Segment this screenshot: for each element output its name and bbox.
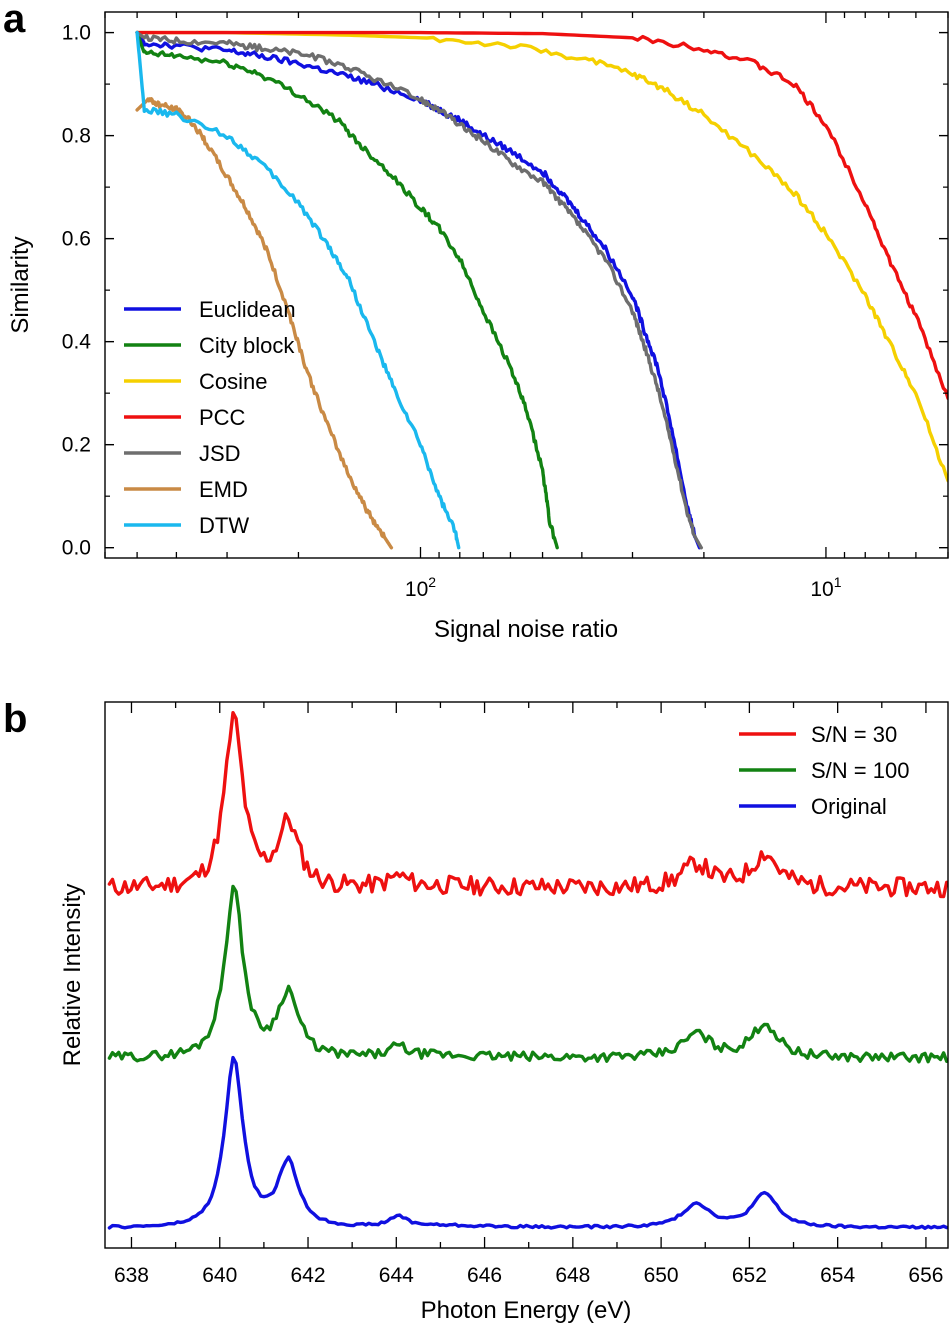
series-line-emd	[135, 97, 394, 550]
series-line-cosine	[135, 30, 948, 483]
x-tick-label: 642	[291, 1264, 326, 1287]
y-tick-label: 0.6	[62, 228, 91, 251]
legend-item-original: Original	[739, 794, 887, 819]
legend-label: JSD	[199, 441, 241, 466]
legend-item-dtw: DTW	[124, 513, 249, 538]
legend-item-cosine: Cosine	[124, 369, 267, 394]
x-tick-label: 101	[810, 574, 841, 601]
panel-b-legend: S/N = 30 S/N = 100 Original	[739, 722, 909, 819]
y-tick-label: 0.8	[62, 125, 91, 148]
x-tick-label-base: 10	[405, 578, 428, 601]
x-tick-label: 638	[114, 1264, 149, 1287]
legend-item-city-block: City block	[124, 333, 295, 358]
x-tick-label: 648	[555, 1264, 590, 1287]
y-tick-label: 0.0	[62, 537, 91, 560]
panel-b-y-axis-label: Relative Intensity	[59, 884, 86, 1067]
spectrum-line-s-n-30	[107, 711, 948, 899]
legend-label: DTW	[199, 513, 249, 538]
panel-b-x-axis-label: Photon Energy (eV)	[421, 1297, 632, 1324]
legend-label: Original	[811, 794, 887, 819]
x-tick-label: 102	[405, 574, 436, 601]
spectrum-line-original	[107, 1055, 948, 1230]
panel-a-x-axis-label: Signal noise ratio	[434, 616, 618, 643]
x-tick-label: 654	[820, 1264, 855, 1287]
legend-item-jsd: JSD	[124, 441, 241, 466]
x-tick-label: 640	[202, 1264, 237, 1287]
panel-a-label: a	[3, 0, 26, 41]
series-line-jsd	[135, 30, 703, 550]
series-line-euclidean	[135, 30, 702, 550]
legend-label: Cosine	[199, 369, 267, 394]
x-tick-label: 652	[732, 1264, 767, 1287]
x-tick-label-base: 10	[810, 578, 833, 601]
legend-label: EMD	[199, 477, 248, 502]
legend-label: Euclidean	[199, 297, 296, 322]
x-tick-label-exponent: 1	[834, 574, 842, 590]
x-tick-label: 644	[379, 1264, 414, 1287]
legend-item-emd: EMD	[124, 477, 248, 502]
y-tick-label: 0.4	[62, 331, 92, 354]
legend-item-euclidean: Euclidean	[124, 297, 296, 322]
series-line-pcc	[135, 30, 948, 400]
panel-a-legend: Euclidean City block Cosine PCC JSD EMD DTW	[124, 297, 296, 538]
legend-label: City block	[199, 333, 295, 358]
legend-label: S/N = 100	[811, 758, 909, 783]
x-tick-label-exponent: 2	[428, 574, 436, 590]
panel-b-plot-frame	[104, 701, 949, 1249]
series-line-dtw	[135, 30, 461, 550]
legend-item-s-n-30: S/N = 30	[739, 722, 897, 747]
legend-item-pcc: PCC	[124, 405, 246, 430]
panel-a-y-axis-label: Similarity	[7, 236, 34, 333]
panel-b-spectra-chart: 638 640 642 644 646 648 650 652 654 656 Photon En…	[59, 701, 949, 1324]
legend-item-s-n-100: S/N = 100	[739, 758, 909, 783]
legend-label: PCC	[199, 405, 246, 430]
x-tick-label: 656	[908, 1264, 943, 1287]
y-tick-label: 0.2	[62, 434, 91, 457]
series-line-city-block	[135, 30, 559, 550]
legend-label: S/N = 30	[811, 722, 897, 747]
x-tick-label: 646	[467, 1264, 502, 1287]
panel-b-label: b	[3, 697, 27, 741]
panel-a-plot-frame	[104, 11, 949, 559]
y-tick-label: 1.0	[62, 22, 91, 45]
spectrum-line-s-n-100	[107, 884, 948, 1064]
x-tick-label: 650	[644, 1264, 679, 1287]
